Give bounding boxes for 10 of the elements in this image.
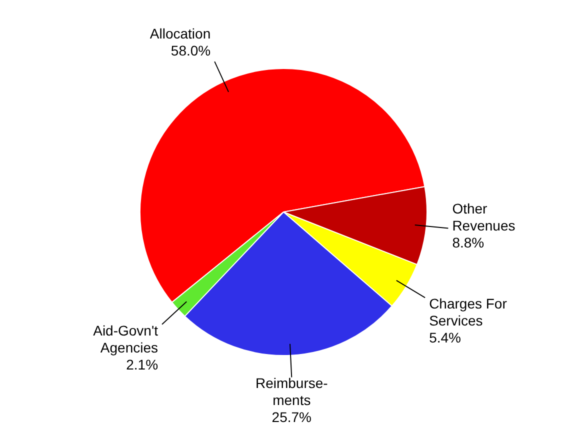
data-label: 5.4% (429, 330, 461, 346)
data-label: 25.7% (272, 409, 312, 426)
slice-label: Other Revenues (452, 200, 516, 234)
data-label: 8.8% (452, 234, 484, 251)
data-label: 58.0% (170, 42, 211, 58)
data-label: 2.1% (126, 356, 158, 372)
slice-label: Charges For Services (429, 296, 508, 329)
slice-label: Aid-Govn't Agencies (93, 322, 158, 356)
slice-label: Allocation (150, 25, 211, 42)
slice-label: Reimburse- ments (255, 375, 328, 408)
